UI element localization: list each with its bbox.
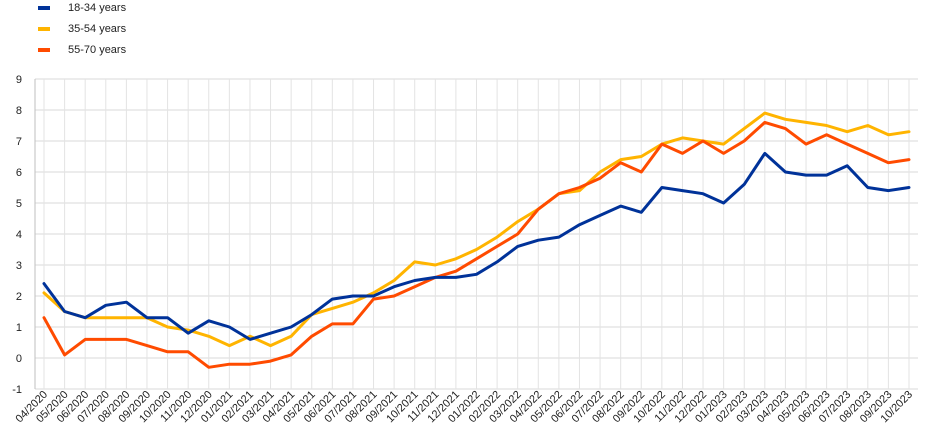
series-line-35-54-years <box>42 111 911 348</box>
grid <box>34 78 918 390</box>
y-tick-label: 2 <box>16 291 22 303</box>
legend-item-35-54: 35-54 years <box>38 22 238 36</box>
y-tick-label: 1 <box>16 322 22 334</box>
legend-item-18-34: 18-34 years <box>38 1 238 15</box>
y-tick-label: 5 <box>16 198 22 210</box>
x-axis-ticks: 04/202005/202006/202007/202008/202009/20… <box>14 389 916 426</box>
legend-label-55-70: 55-70 years <box>68 44 127 56</box>
y-tick-label: 9 <box>16 74 22 86</box>
y-tick-label: 0 <box>16 353 22 365</box>
y-axis-ticks: -1 0 1 2 3 4 5 6 7 8 9 <box>12 74 22 396</box>
legend-swatch-55-70 <box>38 48 50 52</box>
series-lines <box>42 111 911 369</box>
y-tick-label: 7 <box>16 136 22 148</box>
series-line-18-34-years <box>42 151 911 341</box>
y-tick-label: 8 <box>16 105 22 117</box>
legend-swatch-18-34 <box>38 6 50 10</box>
legend-label-35-54: 35-54 years <box>68 23 127 35</box>
legend-label-18-34: 18-34 years <box>68 2 127 14</box>
y-tick-label: 4 <box>16 229 22 241</box>
legend-swatch-35-54 <box>38 27 50 31</box>
y-tick-label: 3 <box>16 260 22 272</box>
y-tick-label: 6 <box>16 167 22 179</box>
legend-item-55-70: 55-70 years <box>38 43 238 57</box>
y-tick-label: -1 <box>12 384 22 396</box>
series-line-55-70-years <box>42 120 911 369</box>
